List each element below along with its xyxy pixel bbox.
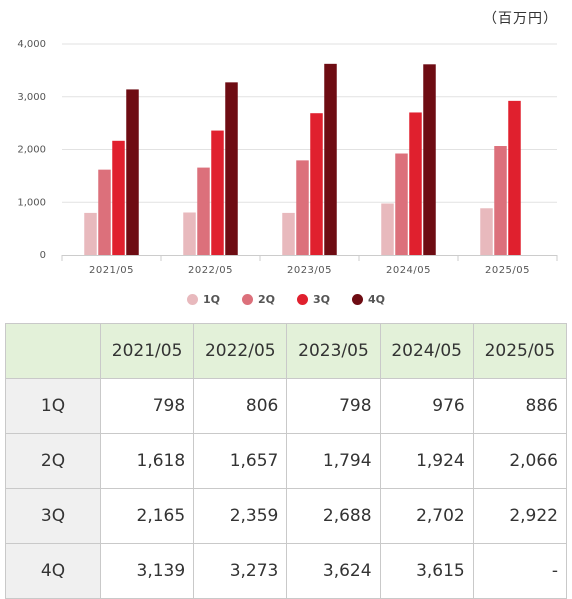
- legend-label: 1Q: [202, 293, 220, 306]
- table-row: 2Q 1,618 1,657 1,794 1,924 2,066: [5, 433, 568, 489]
- bar-4q-2021-05: [126, 89, 139, 255]
- bar-chart: 0 1,000 2,000 3,000 4,000 2021/05 2022/05 2023…: [17, 39, 558, 276]
- bar-4q-2023-05: [324, 63, 337, 255]
- table-cell: 2,359: [193, 488, 288, 544]
- table-cell: 1,794: [286, 433, 381, 489]
- table-cell: 2,922: [472, 488, 568, 544]
- table-row: 1Q 798 806 798 976 886: [5, 378, 568, 434]
- row-label: 3Q: [5, 488, 101, 544]
- legend: 1Q 2Q 3Q 4Q: [0, 293, 572, 306]
- table-cell: 3,624: [286, 543, 381, 599]
- y-tick-label: 1,000: [17, 197, 46, 208]
- legend-label: 2Q: [257, 293, 275, 306]
- table-cell: 3,139: [99, 543, 195, 599]
- x-tick-label: 2025/05: [485, 265, 530, 276]
- table-header-cell: 2024/05: [379, 323, 474, 379]
- bar-1q-2023-05: [282, 212, 295, 255]
- legend-item-2q[interactable]: 2Q: [241, 293, 275, 306]
- table-cell: 1,657: [193, 433, 288, 489]
- table-cell: 2,688: [286, 488, 381, 544]
- table-row: 4Q 3,139 3,273 3,624 3,615 -: [5, 543, 568, 599]
- table-cell: 806: [193, 378, 288, 434]
- y-axis-ticks: 0 1,000 2,000 3,000 4,000: [17, 39, 46, 261]
- x-tick-label: 2022/05: [188, 265, 233, 276]
- legend-marker: [241, 294, 253, 305]
- table-cell: 798: [99, 378, 195, 434]
- legend-item-4q[interactable]: 4Q: [352, 293, 385, 306]
- table-header-cell: 2023/05: [286, 323, 381, 379]
- legend-label: 3Q: [313, 293, 331, 306]
- bar-3q-2022-05: [211, 130, 224, 255]
- row-label: 1Q: [5, 378, 101, 434]
- table-header-cell: 2021/05: [99, 323, 195, 379]
- x-tick-label: 2023/05: [287, 265, 332, 276]
- row-label: 2Q: [5, 433, 101, 489]
- table-cell: 886: [472, 378, 568, 434]
- y-tick-label: 0: [40, 250, 46, 261]
- x-tick-label: 2021/05: [89, 265, 134, 276]
- table-cell: 2,165: [99, 488, 195, 544]
- legend-item-1q[interactable]: 1Q: [186, 293, 220, 306]
- legend-item-3q[interactable]: 3Q: [297, 293, 330, 306]
- x-axis: 2021/05 2022/05 2023/05 2024/05 2025/05: [61, 255, 558, 276]
- table-cell: 2,066: [472, 433, 568, 489]
- bar-4q-2024-05: [423, 64, 436, 255]
- legend-marker: [297, 294, 308, 305]
- table-cell: 2,702: [379, 488, 474, 544]
- bar-1q-2025-05: [480, 208, 493, 255]
- legend-marker: [186, 294, 198, 305]
- table-row: 3Q 2,165 2,359 2,688 2,702 2,922: [5, 488, 568, 544]
- bar-4q-2022-05: [225, 82, 238, 256]
- bar-1q-2022-05: [183, 212, 196, 255]
- table-cell: 3,615: [379, 543, 474, 599]
- table-cell: 976: [379, 378, 474, 434]
- table-corner-cell: [5, 323, 101, 379]
- table-header-row: 2021/05 2022/05 2023/05 2024/05 2025/05: [5, 323, 568, 379]
- bar-2q-2022-05: [197, 167, 210, 255]
- bar-2q-2024-05: [395, 153, 408, 255]
- bar-2q-2025-05: [494, 146, 507, 255]
- table-cell: 1,924: [379, 433, 474, 489]
- table-cell: 1,618: [99, 433, 195, 489]
- unit-label: （百万円）: [483, 11, 558, 27]
- data-table: 2021/05 2022/05 2023/05 2024/05 2025/05 …: [5, 323, 568, 599]
- legend-marker: [352, 294, 364, 305]
- y-tick-label: 4,000: [17, 39, 46, 50]
- table-cell: -: [472, 543, 568, 599]
- bar-3q-2023-05: [310, 113, 323, 255]
- bar-3q-2021-05: [112, 140, 125, 255]
- grid-lines: [62, 43, 557, 203]
- bar-3q-2025-05: [508, 100, 521, 255]
- bar-1q-2024-05: [381, 203, 394, 255]
- y-tick-label: 3,000: [17, 92, 46, 103]
- bars: [84, 63, 521, 256]
- bar-3q-2024-05: [409, 112, 422, 255]
- row-label: 4Q: [5, 543, 101, 599]
- legend-label: 4Q: [368, 293, 386, 306]
- table-cell: 3,273: [193, 543, 288, 599]
- bar-1q-2021-05: [84, 212, 97, 255]
- x-tick-label: 2024/05: [386, 265, 431, 276]
- bar-2q-2023-05: [296, 160, 309, 255]
- y-tick-label: 2,000: [17, 145, 46, 156]
- table-header-cell: 2022/05: [193, 323, 288, 379]
- table-cell: 798: [286, 378, 381, 434]
- bar-2q-2021-05: [98, 169, 111, 255]
- table-header-cell: 2025/05: [472, 323, 568, 379]
